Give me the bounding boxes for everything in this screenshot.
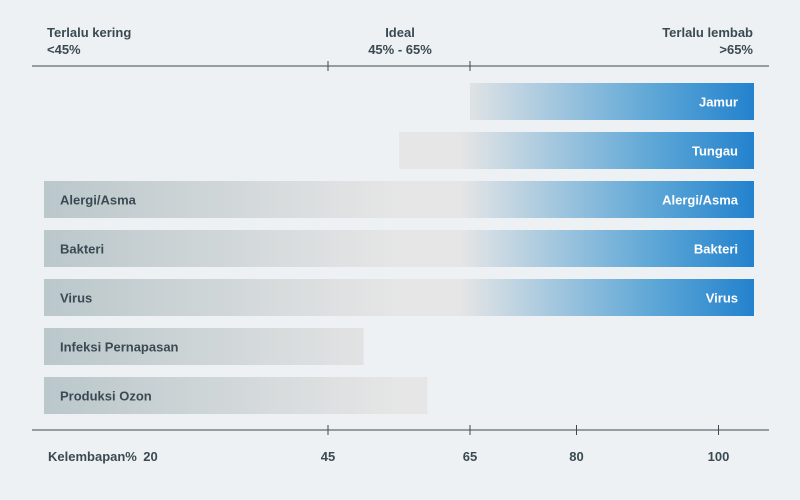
bar-label-left: Bakteri	[60, 242, 104, 257]
x-tick-label: 20	[143, 449, 157, 464]
bar-alergi-asma	[44, 181, 754, 218]
x-tick-label: 80	[569, 449, 583, 464]
bar-jamur	[470, 83, 754, 120]
zone-ideal-range: 45% - 65%	[368, 42, 432, 57]
bar-label-right: Jamur	[699, 95, 738, 110]
bar-label-right: Tungau	[692, 144, 738, 159]
zone-dry-title: Terlalu kering	[47, 25, 132, 40]
zone-dry-header: Terlalu kering <45%	[47, 24, 131, 58]
zone-humid-title: Terlalu lembab	[662, 25, 753, 40]
zone-ideal-header: Ideal 45% - 65%	[300, 24, 500, 58]
bar-infeksi-pernapasan	[44, 328, 364, 365]
bar-label-left: Alergi/Asma	[60, 193, 137, 208]
bar-produksi-ozon	[44, 377, 428, 414]
bar-label-right: Bakteri	[694, 242, 738, 257]
zone-ideal-title: Ideal	[385, 25, 415, 40]
x-tick-label: 45	[321, 449, 335, 464]
zone-dry-range: <45%	[47, 42, 81, 57]
bar-label-left: Produksi Ozon	[60, 389, 152, 404]
bar-label-left: Infeksi Pernapasan	[60, 340, 179, 355]
zone-humid-header: Terlalu lembab >65%	[662, 24, 753, 58]
x-tick-label: 100	[708, 449, 730, 464]
bar-label-left: Virus	[60, 291, 92, 306]
x-tick-label: 65	[463, 449, 477, 464]
zone-humid-range: >65%	[719, 42, 753, 57]
bar-label-right: Virus	[706, 291, 738, 306]
x-axis-label: Kelembapan%	[48, 449, 137, 464]
bar-label-right: Alergi/Asma	[662, 193, 739, 208]
bar-virus	[44, 279, 754, 316]
bar-tungau	[399, 132, 754, 169]
bar-bakteri	[44, 230, 754, 267]
